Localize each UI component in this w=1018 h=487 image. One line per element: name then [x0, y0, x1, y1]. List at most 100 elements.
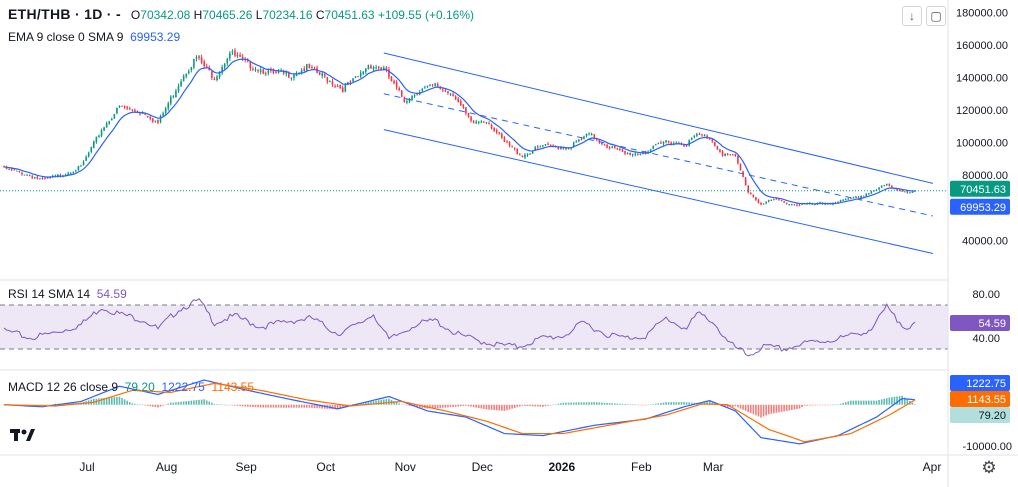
- candle-body: [716, 146, 719, 150]
- candle-body: [488, 123, 490, 125]
- macd-histogram-bar: [277, 404, 280, 408]
- open-label: O: [130, 8, 141, 22]
- candle-body: [372, 67, 375, 70]
- candle-body: [359, 72, 362, 77]
- macd-histogram-bar: [306, 404, 308, 408]
- change-value: +109.55 (+0.16%): [377, 8, 474, 22]
- macd-histogram-bar: [100, 398, 103, 405]
- macd-histogram-bar: [46, 404, 49, 406]
- candle-body: [755, 197, 757, 201]
- candle-body: [778, 199, 780, 201]
- macd-histogram-bar: [221, 404, 223, 406]
- macd-histogram-bar: [690, 402, 693, 405]
- macd-histogram-bar: [259, 404, 262, 408]
- macd-histogram-bar: [824, 404, 826, 406]
- candle-body: [403, 97, 406, 102]
- candle-body: [557, 147, 560, 149]
- rsi-line: [3, 298, 916, 357]
- rsi-label: RSI 14 SMA 14: [8, 287, 91, 301]
- candle-body: [739, 163, 742, 171]
- candle-body: [200, 57, 203, 63]
- symbol-title[interactable]: ETH/THB · 1D · -: [8, 6, 121, 22]
- macd-histogram-bar: [737, 404, 739, 408]
- candle-body: [406, 100, 408, 103]
- candle-body: [172, 96, 175, 98]
- macd-histogram-bar: [611, 403, 613, 405]
- macd-legend[interactable]: MACD 12 26 close 9 79.20 1222.75 1143.55: [8, 380, 254, 394]
- candle-body: [519, 154, 521, 156]
- ema-legend[interactable]: EMA 9 close 0 SMA 9 69953.29: [8, 30, 180, 44]
- candle-body: [534, 147, 537, 151]
- macd-histogram-bar: [105, 397, 108, 405]
- candle-body: [28, 175, 31, 177]
- ema-badge: 69953.29: [960, 202, 1006, 214]
- macd-histogram-bar: [103, 397, 105, 405]
- candle-body: [393, 80, 395, 84]
- candle-body: [8, 168, 10, 170]
- macd-histogram-bar: [521, 404, 524, 406]
- candle-body: [565, 148, 567, 150]
- macd-histogram-bar: [128, 402, 131, 405]
- candle-body: [595, 139, 598, 141]
- tradingview-logo-icon[interactable]: [10, 425, 40, 445]
- candle-body: [426, 85, 429, 87]
- macd-hist-value: 79.20: [124, 380, 155, 394]
- macd-histogram-bar: [606, 402, 608, 405]
- fullscreen-icon[interactable]: ▢: [926, 6, 946, 26]
- candle-body: [13, 169, 16, 171]
- macd-histogram-bar: [657, 403, 660, 405]
- macd-histogram-bar: [819, 404, 821, 406]
- macd-histogram-bar: [739, 404, 742, 409]
- candle-body: [462, 104, 465, 108]
- candle-body: [847, 198, 850, 200]
- macd-histogram-bar: [680, 402, 683, 405]
- candle-body: [272, 69, 275, 74]
- macd-histogram-bar: [837, 404, 839, 406]
- macd-histogram-bar: [732, 404, 734, 407]
- channel-lower-line: [383, 129, 934, 254]
- macd-histogram-bar: [855, 400, 857, 405]
- candle-body: [531, 151, 534, 154]
- candle-body: [560, 147, 562, 150]
- macd-label: MACD 12 26 close 9: [8, 380, 119, 394]
- download-icon[interactable]: ↓: [902, 6, 922, 26]
- candle-body: [483, 121, 485, 123]
- macd-histogram-bar: [773, 404, 775, 414]
- candle-body: [860, 195, 862, 199]
- settings-gear-icon[interactable]: ⚙: [981, 458, 997, 477]
- candle-body: [637, 153, 639, 155]
- candle-body: [187, 71, 190, 74]
- macd-histogram-bar: [288, 404, 290, 408]
- macd-histogram-bar: [862, 400, 865, 405]
- candle-body: [44, 177, 46, 179]
- macd-histogram-bar: [868, 400, 870, 405]
- macd-histogram-bar: [442, 404, 444, 408]
- macd-histogram-bar: [832, 404, 834, 406]
- macd-histogram-bar: [814, 404, 816, 406]
- candle-body: [883, 185, 886, 187]
- macd-histogram-bar: [839, 403, 842, 405]
- rsi-legend[interactable]: RSI 14 SMA 14 54.59: [8, 287, 127, 301]
- candle-body: [90, 146, 93, 152]
- candle-body: [593, 134, 596, 139]
- macd-histogram-bar: [252, 404, 254, 408]
- candle-body: [544, 144, 547, 146]
- macd-histogram-bar: [785, 404, 788, 411]
- candle-body: [118, 105, 121, 107]
- macd-histogram-bar: [847, 401, 850, 405]
- candle-body: [516, 148, 519, 154]
- macd-badge: 1222.75: [966, 378, 1006, 390]
- macd-histogram-bar: [603, 402, 606, 405]
- macd-histogram-bar: [806, 404, 809, 406]
- candle-body: [906, 191, 909, 193]
- macd-histogram-bar: [893, 396, 896, 405]
- macd-histogram-bar: [857, 400, 860, 405]
- macd-histogram-bar: [885, 398, 888, 405]
- macd-histogram-bar: [821, 404, 824, 406]
- candle-body: [608, 147, 611, 149]
- macd-histogram-bar: [377, 400, 380, 405]
- candle-body: [421, 89, 424, 92]
- candle-body: [611, 146, 613, 148]
- candle-body: [683, 144, 685, 147]
